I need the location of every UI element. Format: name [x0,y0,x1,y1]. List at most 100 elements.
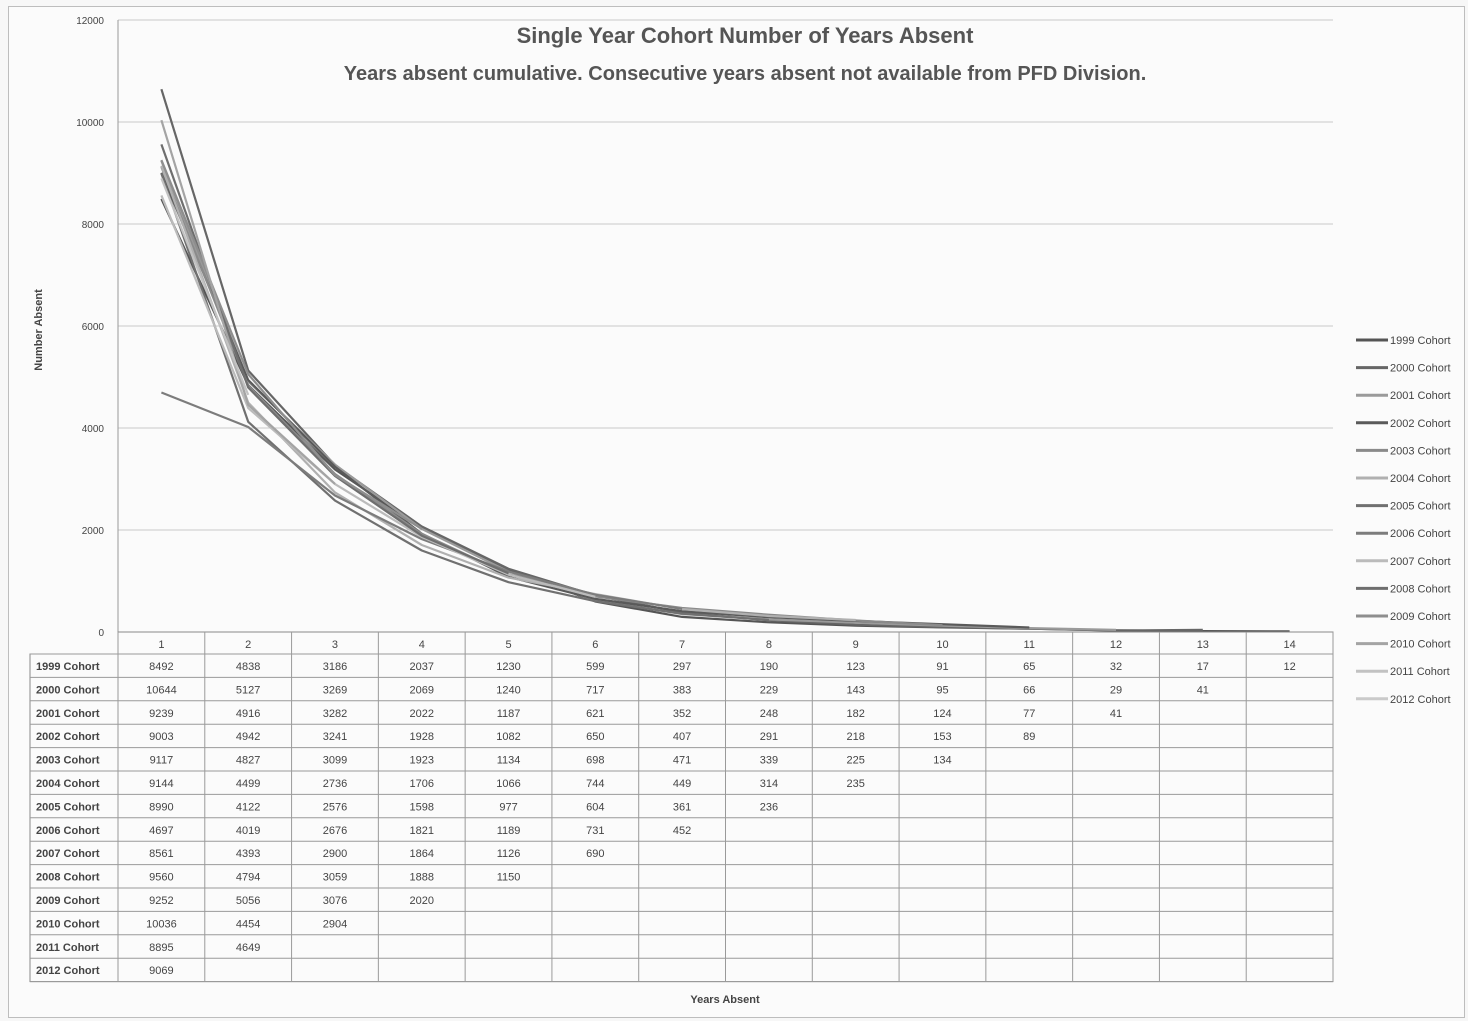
table-row-label: 2005 Cohort [36,801,100,813]
data-label: 1230 [496,661,520,673]
table-row-label: 2004 Cohort [36,778,100,790]
series-line [160,88,1203,632]
data-label: 1126 [497,848,521,860]
data-label: 2736 [323,778,347,790]
legend-entry: 2006 Cohort [1390,528,1451,540]
x-tick-label: 2 [245,639,251,651]
data-label: 4697 [149,825,173,837]
data-label: 2037 [410,661,434,673]
data-label: 95 [936,684,948,696]
data-label: 383 [673,684,691,696]
data-label: 339 [760,755,778,767]
table-row-label: 2000 Cohort [36,684,100,696]
series-line [160,177,250,396]
x-tick-label: 1 [158,639,164,651]
data-label: 8895 [149,942,173,954]
data-label: 4942 [236,731,260,743]
table-row-label: 1999 Cohort [36,661,100,673]
y-tick-label: 0 [98,628,104,639]
table-row-label: 2006 Cohort [36,825,100,837]
series-line [160,391,683,610]
data-label: 4019 [236,825,260,837]
data-label: 2020 [410,895,434,907]
data-label: 29 [1110,684,1122,696]
data-label: 3059 [323,872,347,884]
data-label: 91 [936,661,948,673]
data-label: 1923 [410,755,434,767]
data-label: 314 [760,778,778,790]
y-axis-label: Number Absent [33,289,45,371]
data-label: 9003 [149,731,173,743]
data-label: 3186 [323,661,347,673]
y-tick-label: 4000 [82,424,105,435]
data-label: 229 [760,684,778,696]
data-label: 2576 [323,801,347,813]
x-tick-label: 6 [592,639,598,651]
chart-frame [8,6,1465,1018]
data-label: 1187 [497,708,521,720]
data-label: 235 [846,778,864,790]
data-label: 1598 [410,801,434,813]
series-line [160,173,769,622]
legend-entry: 2004 Cohort [1390,473,1451,485]
data-label: 361 [673,801,691,813]
data-label: 9117 [150,755,174,767]
x-tick-label: 8 [766,639,772,651]
data-label: 1928 [410,731,434,743]
data-label: 5127 [236,684,260,696]
data-label: 9252 [149,895,173,907]
data-label: 4916 [236,708,260,720]
chart-title: Single Year Cohort Number of Years Absen… [517,23,975,48]
data-label: 1134 [497,755,521,767]
y-tick-label: 10000 [76,118,104,129]
data-label: 650 [586,731,604,743]
legend-entry: 2007 Cohort [1390,556,1451,568]
x-tick-label: 9 [853,639,859,651]
y-tick-label: 12000 [76,16,104,27]
data-label: 977 [499,801,517,813]
table-row-label: 2011 Cohort [36,942,99,954]
x-tick-label: 10 [936,639,948,651]
legend-entry: 2000 Cohort [1390,363,1451,375]
data-label: 8492 [149,661,173,673]
data-label: 3099 [323,755,347,767]
data-label: 471 [673,755,691,767]
data-label: 4454 [236,918,260,930]
data-label: 4499 [236,778,260,790]
table-row-label: 2009 Cohort [36,895,100,907]
data-label: 2069 [410,684,434,696]
data-label: 182 [846,708,864,720]
data-label: 248 [760,708,778,720]
data-label: 4649 [236,942,260,954]
x-tick-label: 4 [419,639,425,651]
data-label: 2022 [410,708,434,720]
series-line [160,144,509,575]
table-row-label: 2003 Cohort [36,755,100,767]
x-tick-label: 13 [1197,639,1209,651]
data-label: 225 [846,755,864,767]
legend-entry: 2001 Cohort [1390,390,1451,402]
legend-entry: 2008 Cohort [1390,583,1451,595]
x-tick-label: 5 [505,639,511,651]
data-label: 731 [586,825,604,837]
data-label: 65 [1023,661,1035,673]
x-tick-label: 3 [332,639,338,651]
data-label: 9560 [149,872,173,884]
series-line [160,159,423,530]
table-row-label: 2002 Cohort [36,731,100,743]
legend-entry: 2002 Cohort [1390,418,1451,430]
data-label: 1240 [496,684,520,696]
data-label: 5056 [236,895,260,907]
data-label: 621 [586,708,604,720]
data-label: 599 [586,661,604,673]
data-label: 123 [846,661,864,673]
data-label: 1888 [410,872,434,884]
data-label: 4393 [236,848,260,860]
series-line [160,119,336,485]
data-label: 717 [586,684,604,696]
x-axis-label: Years Absent [690,994,760,1006]
data-label: 407 [673,731,691,743]
series-line [160,172,1030,629]
table-row-label: 2007 Cohort [36,848,100,860]
